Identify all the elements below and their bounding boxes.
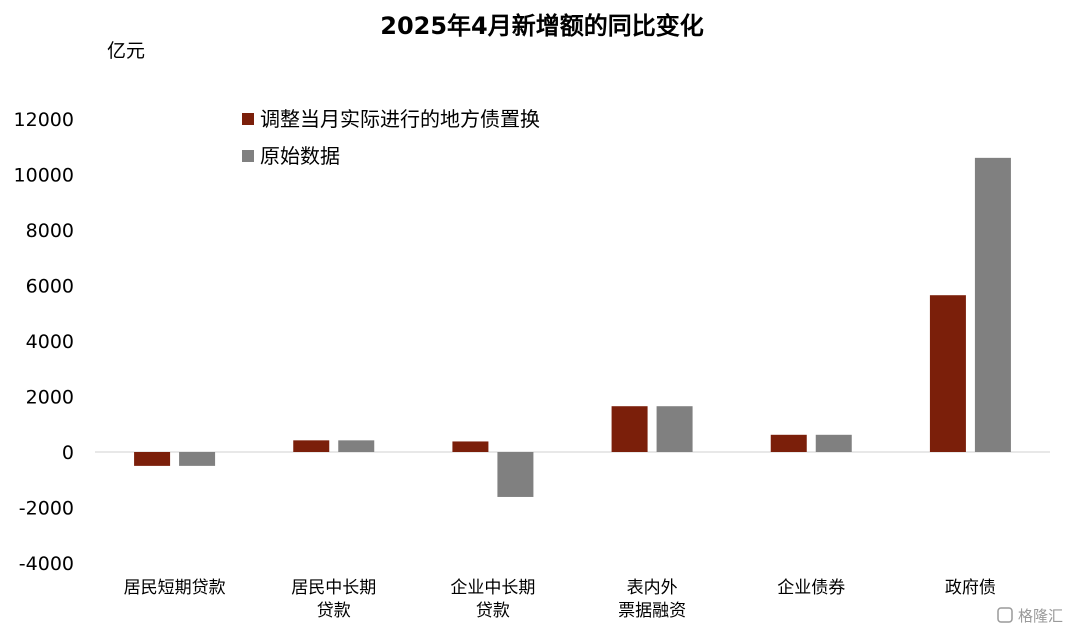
bar-series-1 (656, 406, 693, 452)
category-label: 表内外 (627, 578, 678, 598)
y-tick-label: 2000 (26, 387, 74, 409)
bar-series-0 (770, 434, 807, 452)
y-tick-label: -2000 (19, 498, 74, 520)
watermark-text: 格隆汇 (1018, 607, 1063, 625)
bar-series-0 (611, 406, 648, 452)
y-tick-label: 8000 (26, 220, 74, 242)
chart-title: 2025年4月新增额的同比变化 (380, 12, 704, 40)
y-tick-label: 6000 (26, 276, 74, 298)
y-axis-unit-label: 亿元 (107, 40, 145, 62)
bar-series-1 (497, 452, 534, 497)
watermark-logo-icon (997, 607, 1013, 623)
bar-series-1 (338, 440, 375, 452)
legend: 调整当月实际进行的地方债置换 原始数据 (242, 107, 540, 168)
category-label: 票据融资 (618, 601, 686, 621)
category-label: 居民中长期 (291, 578, 376, 598)
y-tick-label: 10000 (14, 165, 74, 187)
bar-series-0 (929, 295, 966, 452)
legend-label-adjusted: 调整当月实际进行的地方债置换 (260, 107, 540, 131)
watermark: 格隆汇 (997, 607, 1063, 625)
bar-series-0 (293, 440, 330, 452)
bars (134, 157, 1011, 497)
y-tick-label: 0 (62, 442, 74, 464)
category-label: 政府债 (945, 578, 996, 598)
bar-series-0 (134, 452, 171, 466)
category-label: 企业中长期 (450, 578, 535, 598)
category-label: 贷款 (317, 601, 351, 621)
bar-series-1 (974, 157, 1011, 452)
bar-series-1 (179, 452, 216, 466)
bar-series-0 (452, 441, 489, 452)
y-axis-ticks: 12000 10000 8000 6000 4000 2000 0 -2000 -4000 (14, 109, 74, 575)
category-label: 居民短期贷款 (124, 578, 226, 598)
category-label: 企业债券 (777, 578, 845, 598)
category-label: 贷款 (476, 601, 510, 621)
y-tick-label: -4000 (19, 553, 74, 575)
legend-swatch-adjusted (242, 113, 254, 125)
legend-swatch-original (242, 150, 254, 162)
bar-series-1 (815, 434, 852, 452)
legend-label-original: 原始数据 (260, 144, 340, 168)
y-tick-label: 12000 (14, 109, 74, 131)
y-tick-label: 4000 (26, 331, 74, 353)
